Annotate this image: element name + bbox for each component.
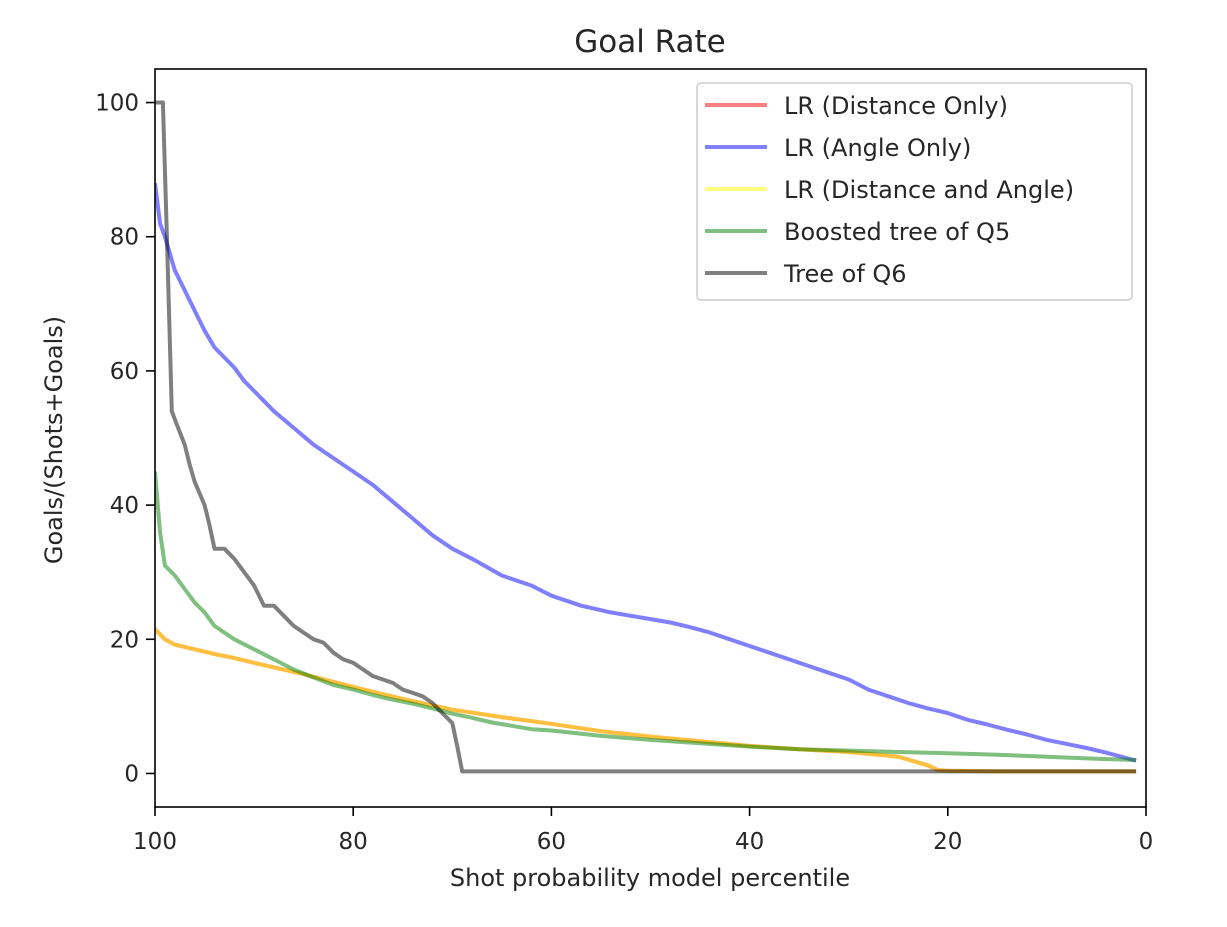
x-tick-label: 20 — [933, 829, 962, 855]
y-tick-label: 80 — [110, 225, 139, 251]
x-tick-label: 40 — [735, 829, 764, 855]
chart-title: Goal Rate — [574, 24, 726, 60]
y-tick-label: 20 — [110, 627, 139, 653]
y-axis-label: Goals/(Shots+Goals) — [40, 316, 68, 564]
series-line-4 — [155, 471, 1137, 762]
legend-label-1: LR (Distance Only) — [784, 92, 1008, 120]
x-tick-label: 100 — [133, 829, 177, 855]
x-tick-label: 80 — [339, 829, 368, 855]
y-tick-label: 40 — [110, 493, 139, 519]
x-tick-label: 60 — [537, 829, 566, 855]
legend-label-3: LR (Distance and Angle) — [784, 176, 1074, 204]
y-tick-label: 100 — [95, 91, 139, 117]
legend-items: LR (Distance Only) LR (Angle Only) LR (Dis… — [705, 92, 1074, 288]
legend-label-4: Boosted tree of Q5 — [784, 218, 1010, 246]
legend-label-5: Tree of Q6 — [783, 260, 907, 288]
x-axis-label: Shot probability model percentile — [450, 864, 850, 892]
y-tick-label: 60 — [110, 359, 139, 385]
x-tick-label: 0 — [1139, 829, 1154, 855]
series-line-5 — [155, 100, 1137, 774]
legend-box — [696, 82, 1133, 301]
legend-label-2: LR (Angle Only) — [784, 134, 971, 162]
legend: LR (Distance Only) LR (Angle Only) LR (Dis… — [696, 82, 1133, 301]
y-axis-ticks: 0 20 40 60 80 100 — [95, 91, 155, 787]
y-tick-label: 0 — [124, 761, 139, 787]
x-axis-ticks: 100 80 60 40 20 0 — [133, 807, 1153, 855]
plot-area — [155, 100, 1137, 774]
series-layer — [155, 100, 1137, 774]
axes-frame — [154, 68, 1147, 808]
series-line-2 — [155, 182, 1137, 763]
